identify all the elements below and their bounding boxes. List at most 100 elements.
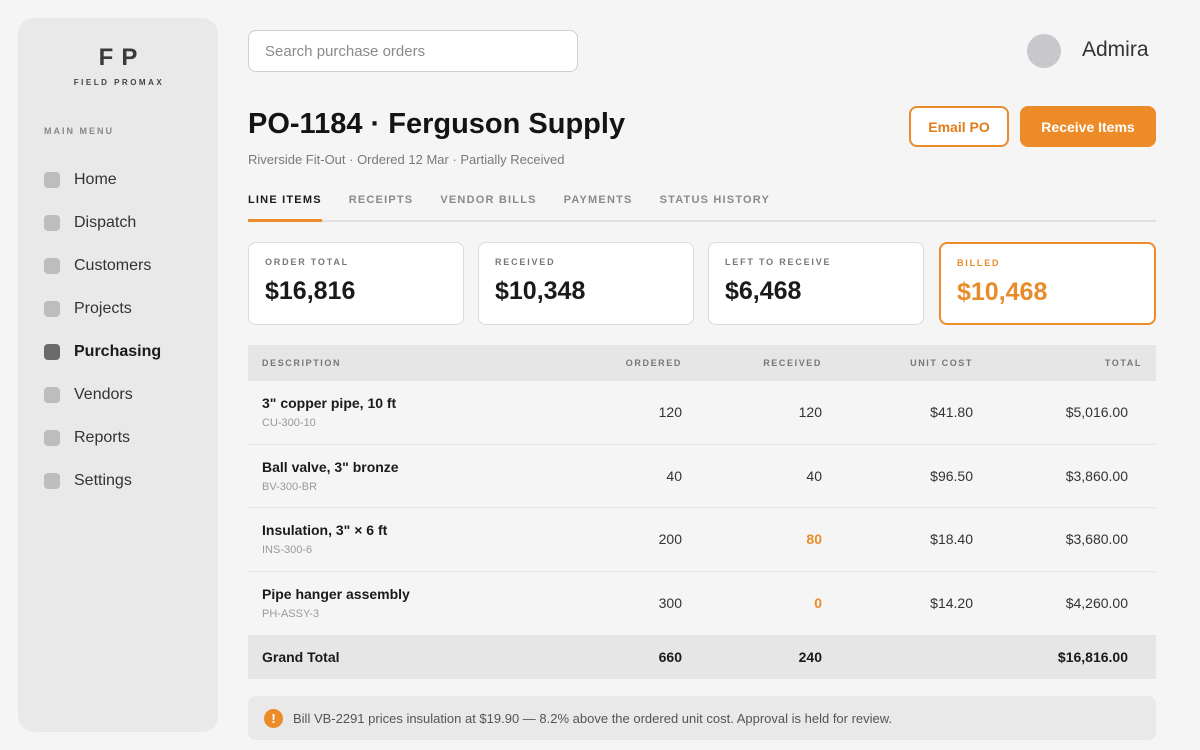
sidebar-item-label: Reports (74, 428, 131, 446)
table-row[interactable]: Pipe hanger assembly PH-ASSY-3 300 0 $14… (248, 572, 1156, 636)
table-row[interactable]: Insulation, 3" × 6 ft INS-300-6 200 80 $… (248, 508, 1156, 572)
user-name[interactable]: Admira (1082, 38, 1149, 61)
column-header-total: TOTAL (1104, 358, 1142, 368)
item-sku: PH-ASSY-3 (262, 608, 320, 621)
sidebar-item-vendors[interactable]: Vendors (44, 373, 161, 416)
line-total: $5,016.00 (1065, 404, 1128, 421)
received-qty-short: 0 (814, 595, 822, 612)
settings-icon (44, 472, 60, 489)
unit-cost: $96.50 (930, 467, 973, 484)
card-label: ORDER TOTAL (265, 257, 349, 267)
ordered-qty: 40 (666, 467, 682, 484)
column-header-description: DESCRIPTION (262, 358, 342, 368)
card-value: $10,468 (957, 278, 1048, 306)
avatar[interactable] (1027, 34, 1061, 68)
card-label: LEFT TO RECEIVE (725, 257, 832, 267)
tab-payments[interactable]: PAYMENTS (563, 194, 633, 206)
sidebar-item-customers[interactable]: Customers (44, 244, 161, 287)
item-description: Ball valve, 3" bronze BV-300-BR (248, 459, 598, 493)
sidebar-item-label: Customers (74, 256, 152, 274)
sidebar: FP FIELD PROMAX MAIN MENU Home Dispatch … (18, 18, 218, 732)
received-qty: 120 (798, 404, 822, 421)
item-sku: BV-300-BR (262, 480, 318, 493)
grand-total-label: Grand Total (262, 649, 340, 665)
grand-total-ordered: 660 (658, 649, 682, 665)
dispatch-icon (44, 214, 60, 231)
ordered-qty: 120 (658, 404, 682, 421)
email-po-button[interactable]: Email PO (909, 106, 1009, 147)
projects-icon (44, 300, 60, 317)
line-total: $3,860.00 (1065, 467, 1128, 484)
line-items-table: DESCRIPTION ORDERED RECEIVED UNIT COST T… (248, 345, 1156, 679)
logo-text: FIELD PROMAX (73, 78, 165, 87)
billed-card: BILLED $10,468 (939, 242, 1156, 325)
sidebar-item-home[interactable]: Home (44, 158, 161, 201)
order-total-card: ORDER TOTAL $16,816 (248, 242, 464, 325)
item-name: Ball valve, 3" bronze (262, 458, 399, 475)
item-sku: INS-300-6 (262, 544, 313, 557)
sidebar-item-label: Projects (74, 299, 132, 317)
vendors-icon (44, 386, 60, 403)
column-header-received: RECEIVED (763, 358, 822, 368)
item-name: Insulation, 3" × 6 ft (262, 522, 388, 539)
card-value: $10,348 (495, 277, 586, 305)
item-description: 3" copper pipe, 10 ft CU-300-10 (248, 395, 598, 429)
tab-status-history[interactable]: STATUS HISTORY (659, 194, 771, 206)
sidebar-item-projects[interactable]: Projects (44, 287, 161, 330)
main-menu: Home Dispatch Customers Projects Purchas… (44, 158, 161, 502)
brand-logo[interactable]: FP FIELD PROMAX (18, 44, 218, 87)
sidebar-item-dispatch[interactable]: Dispatch (44, 201, 161, 244)
tab-receipts[interactable]: RECEIPTS (348, 194, 414, 206)
tab-vendor-bills[interactable]: VENDOR BILLS (440, 194, 537, 206)
grand-total-amount: $16,816.00 (1057, 649, 1128, 665)
card-value: $6,468 (725, 277, 802, 305)
purchasing-icon (44, 343, 60, 360)
sidebar-item-label: Home (74, 170, 117, 188)
alert-text: Bill VB-2291 prices insulation at $19.90… (293, 710, 893, 726)
left-to-receive-card: LEFT TO RECEIVE $6,468 (708, 242, 924, 325)
card-label: RECEIVED (495, 257, 556, 267)
item-name: Pipe hanger assembly (262, 586, 410, 603)
ordered-qty: 200 (658, 531, 682, 548)
item-sku: CU-300-10 (262, 417, 316, 430)
grand-total-received: 240 (798, 649, 822, 665)
sidebar-item-label: Dispatch (74, 213, 137, 231)
page-subtitle: Riverside Fit-Out · Ordered 12 Mar · Par… (248, 152, 565, 167)
reports-icon (44, 429, 60, 446)
table-row[interactable]: 3" copper pipe, 10 ft CU-300-10 120 120 … (248, 381, 1156, 445)
sidebar-item-settings[interactable]: Settings (44, 459, 161, 502)
customers-icon (44, 257, 60, 274)
column-header-unit-cost: UNIT COST (910, 358, 973, 368)
sidebar-item-purchasing[interactable]: Purchasing (44, 330, 161, 373)
tab-line-items[interactable]: LINE ITEMS (248, 186, 322, 222)
received-qty: 40 (806, 467, 822, 484)
item-description: Pipe hanger assembly PH-ASSY-3 (248, 586, 598, 620)
sidebar-item-label: Vendors (74, 385, 133, 403)
line-total: $3,680.00 (1065, 531, 1128, 548)
logo-mark: FP (98, 44, 146, 71)
column-header-ordered: ORDERED (625, 358, 682, 368)
page-title: PO-1184 · Ferguson Supply (248, 108, 626, 140)
item-description: Insulation, 3" × 6 ft INS-300-6 (248, 522, 598, 556)
card-label: BILLED (957, 258, 1001, 268)
menu-heading: MAIN MENU (44, 126, 114, 136)
unit-cost: $18.40 (930, 531, 973, 548)
ordered-qty: 300 (658, 595, 682, 612)
card-value: $16,816 (265, 277, 356, 305)
unit-cost: $41.80 (930, 404, 973, 421)
home-icon (44, 171, 60, 188)
received-qty-short: 80 (806, 531, 822, 548)
unit-cost: $14.20 (930, 595, 973, 612)
item-name: 3" copper pipe, 10 ft (262, 395, 397, 412)
receive-items-button[interactable]: Receive Items (1020, 106, 1156, 147)
search-input[interactable] (248, 30, 578, 72)
sidebar-item-reports[interactable]: Reports (44, 416, 161, 459)
price-variance-alert: ! Bill VB-2291 prices insulation at $19.… (248, 696, 1156, 740)
table-row[interactable]: Ball valve, 3" bronze BV-300-BR 40 40 $9… (248, 445, 1156, 508)
tab-bar: LINE ITEMS RECEIPTS VENDOR BILLS PAYMENT… (248, 186, 1156, 222)
line-total: $4,260.00 (1065, 595, 1128, 612)
table-header: DESCRIPTION ORDERED RECEIVED UNIT COST T… (248, 345, 1156, 381)
sidebar-item-label: Settings (74, 471, 132, 489)
grand-total-row: Grand Total 660 240 $16,816.00 (248, 635, 1156, 679)
sidebar-item-label: Purchasing (74, 342, 162, 360)
